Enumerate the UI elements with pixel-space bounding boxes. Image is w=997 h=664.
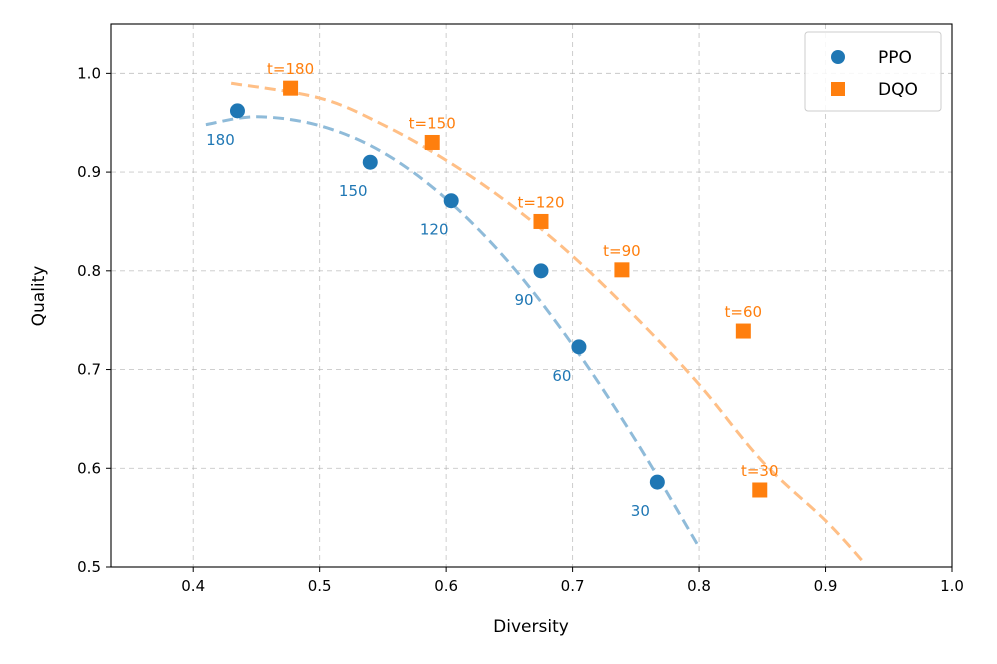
- x-tick-label: 0.8: [687, 577, 711, 595]
- ppo-point-label: 180: [206, 131, 235, 149]
- legend-dqo-label: DQO: [878, 80, 918, 100]
- legend-ppo-label: PPO: [878, 48, 912, 68]
- dqo-point: [752, 482, 768, 498]
- dqo-point-label: t=90: [603, 242, 641, 260]
- y-tick-label: 1.0: [77, 64, 101, 82]
- fit-curves: [205, 81, 865, 564]
- ppo-point: [649, 474, 665, 490]
- ppo-point-label: 120: [420, 221, 449, 239]
- point-labels: 180 150 120 90 60 30 t=180 t=150 t=120 t=90 t=60 t=…: [206, 60, 778, 520]
- ppo-point-label: 60: [552, 367, 571, 385]
- ppo-point: [571, 339, 587, 355]
- dqo-point-label: t=180: [267, 60, 314, 78]
- x-tick-label: 0.7: [561, 577, 585, 595]
- ppo-point: [443, 193, 459, 209]
- x-tick-label: 0.4: [181, 577, 205, 595]
- ppo-fit-curve: [205, 115, 701, 549]
- ppo-point-label: 150: [339, 182, 368, 200]
- dqo-point-label: t=60: [725, 303, 763, 321]
- dqo-point-label: t=150: [409, 114, 456, 132]
- x-axis-label: Diversity: [493, 617, 569, 637]
- dqo-point: [533, 213, 549, 229]
- legend-ppo-marker: [831, 50, 845, 64]
- y-tick-label: 0.9: [77, 163, 101, 181]
- dqo-point: [424, 134, 440, 150]
- dqo-point: [735, 323, 751, 339]
- y-tick-label: 0.5: [77, 558, 101, 576]
- y-tick-label: 0.7: [77, 361, 101, 379]
- x-tick-label: 0.6: [434, 577, 458, 595]
- y-axis-label: Quality: [29, 266, 49, 327]
- data-markers: [229, 80, 768, 498]
- plot-frame: [110, 23, 953, 568]
- dqo-point-label: t=30: [741, 462, 779, 480]
- ppo-point: [533, 263, 549, 279]
- dqo-point-label: t=120: [517, 193, 564, 211]
- ppo-point-label: 30: [631, 502, 650, 520]
- x-tick-label: 0.5: [308, 577, 332, 595]
- dqo-point: [614, 262, 630, 278]
- ppo-point: [362, 154, 378, 170]
- axis-ticks: 0.4 0.5 0.6 0.7 0.8 0.9 1.0 0.5 0.6 0.7 0.8 0.9 1.0: [77, 64, 964, 595]
- dqo-fit-curve: [230, 81, 865, 564]
- ppo-point: [229, 103, 245, 119]
- ppo-point-label: 90: [514, 291, 533, 309]
- x-tick-label: 0.9: [814, 577, 838, 595]
- y-tick-label: 0.6: [77, 459, 101, 477]
- dqo-point: [283, 80, 299, 96]
- x-tick-label: 1.0: [940, 577, 964, 595]
- legend-box: [804, 31, 942, 112]
- legend-dqo-marker: [831, 82, 845, 96]
- y-tick-label: 0.8: [77, 262, 101, 280]
- legend: PPO DQO: [804, 31, 942, 112]
